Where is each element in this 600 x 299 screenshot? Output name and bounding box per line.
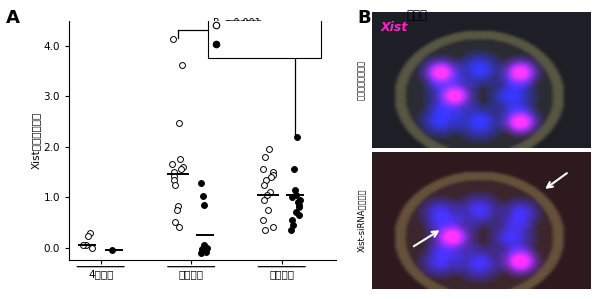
Text: 通常のクローン: 通常のクローン (224, 20, 262, 30)
Point (287, 217, 296, 222)
Point (169, 174, 179, 179)
Point (173, 204, 182, 209)
Point (88, 245, 97, 250)
Point (265, 190, 275, 195)
Point (176, 167, 186, 172)
Point (268, 225, 277, 230)
Point (203, 245, 212, 250)
Point (170, 220, 180, 225)
Point (168, 36, 178, 41)
Text: 桑実胚: 桑実胚 (407, 9, 427, 22)
Point (170, 182, 180, 187)
Point (260, 155, 269, 159)
Point (290, 187, 300, 192)
Point (258, 217, 268, 222)
Point (177, 63, 187, 68)
Point (172, 208, 182, 212)
Point (198, 194, 208, 199)
Text: A: A (6, 9, 20, 27)
Point (78, 242, 88, 247)
Point (167, 162, 177, 167)
Point (286, 228, 296, 232)
Point (295, 202, 304, 207)
Point (259, 167, 268, 172)
Point (268, 172, 278, 177)
Point (174, 225, 184, 230)
Point (83, 234, 93, 239)
Point (196, 250, 205, 255)
Point (265, 147, 274, 152)
Point (81, 242, 91, 247)
Point (260, 228, 270, 232)
Point (292, 134, 302, 139)
Point (178, 164, 188, 169)
Point (211, 22, 221, 27)
Point (200, 242, 209, 247)
Text: B: B (357, 9, 371, 27)
Point (85, 231, 95, 236)
Point (287, 195, 297, 199)
Text: Xist-siRNAクローン: Xist-siRNAクローン (224, 39, 292, 49)
Point (263, 192, 272, 197)
Text: Xist: Xist (381, 22, 408, 34)
Point (174, 121, 184, 126)
FancyBboxPatch shape (208, 13, 321, 58)
Point (266, 175, 276, 179)
Point (211, 42, 221, 46)
Y-axis label: Xist遠伝子発現量: Xist遠伝子発現量 (31, 112, 41, 169)
Point (259, 197, 269, 202)
Text: Xist-siRNAクローン: Xist-siRNAクローン (356, 189, 366, 252)
Point (259, 182, 269, 187)
Point (197, 246, 207, 251)
Point (201, 249, 211, 254)
Point (294, 205, 304, 210)
Point (175, 157, 185, 162)
Point (263, 208, 273, 212)
Point (261, 177, 271, 182)
Point (268, 170, 278, 174)
Point (295, 197, 304, 202)
Point (199, 202, 208, 207)
Point (170, 170, 179, 174)
Point (200, 248, 209, 252)
Point (293, 200, 302, 205)
Point (291, 192, 301, 197)
Text: ノーマルクローン: ノーマルクローン (356, 60, 366, 100)
Text: P < 0.001: P < 0.001 (212, 18, 260, 28)
Point (169, 177, 179, 182)
Point (107, 248, 116, 252)
Point (294, 212, 304, 217)
Point (289, 167, 298, 172)
Point (197, 181, 206, 185)
Point (288, 222, 298, 227)
Point (292, 210, 301, 215)
